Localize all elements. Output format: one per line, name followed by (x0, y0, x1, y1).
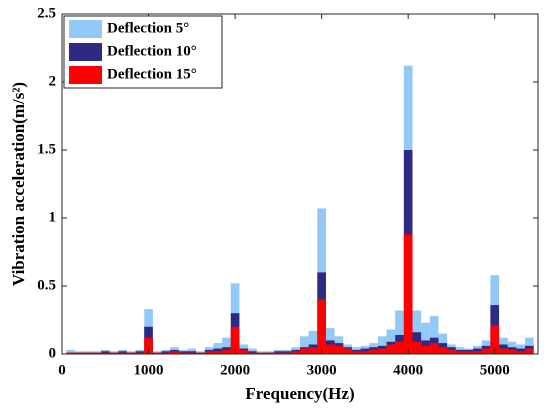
bar (213, 351, 223, 354)
bar (300, 336, 309, 354)
bar (66, 349, 75, 354)
y-tick-label: 2.5 (37, 5, 56, 21)
bar (395, 310, 404, 354)
bar (473, 351, 482, 354)
bar (481, 348, 491, 354)
bar (74, 352, 84, 354)
axes-box (61, 13, 539, 355)
bar (230, 326, 240, 354)
bar (274, 352, 283, 354)
bar (239, 349, 249, 354)
bar (317, 299, 326, 354)
bar (222, 349, 231, 354)
bar (429, 315, 439, 354)
legend-swatch (69, 66, 102, 84)
x-tick-label: 2000 (220, 362, 250, 378)
bar (248, 352, 257, 354)
legend-swatch (69, 43, 102, 61)
bar (395, 341, 404, 354)
bar (421, 345, 430, 354)
x-tick-label: 1000 (134, 362, 164, 378)
bar (170, 351, 179, 354)
bar (369, 349, 378, 354)
bar (334, 345, 344, 354)
bar (178, 352, 188, 354)
bar (412, 341, 422, 354)
legend-label: Deflection 5° (107, 20, 189, 36)
bar (118, 352, 127, 354)
bar (455, 351, 465, 354)
bar (438, 347, 448, 354)
bar (135, 352, 145, 354)
legend-swatch (69, 20, 102, 38)
y-tick-label: 0 (49, 345, 57, 361)
y-axis-label: Vibration acceleration(m/s²) (9, 82, 28, 286)
bar (351, 351, 361, 354)
y-tick-label: 1.5 (37, 141, 56, 157)
bar (403, 234, 413, 354)
bar (126, 352, 136, 354)
bar (377, 348, 387, 354)
bar (100, 352, 110, 354)
bar (291, 351, 300, 354)
bar (282, 352, 292, 354)
bar (490, 325, 500, 354)
y-tick-label: 2 (49, 73, 57, 89)
bar (83, 352, 93, 354)
bar (525, 348, 534, 354)
legend: Deflection 5° Deflection 10° Deflection 15… (63, 15, 223, 89)
bar (265, 352, 275, 354)
legend-label: Deflection 10° (107, 43, 197, 59)
bar (499, 348, 508, 354)
bar (196, 352, 205, 354)
x-tick-label: 4000 (393, 362, 423, 378)
bar (429, 343, 439, 354)
bar (360, 351, 370, 354)
bar (222, 337, 231, 354)
x-tick-label: 5000 (480, 362, 510, 378)
x-tick-label: 3000 (307, 362, 337, 378)
bar (187, 352, 197, 354)
bar (516, 351, 526, 354)
bar (152, 352, 162, 354)
x-axis-label: Frequency(Hz) (245, 384, 354, 403)
bar (421, 322, 430, 354)
bar (161, 352, 171, 354)
y-tick-label: 1 (49, 209, 57, 225)
bar (507, 349, 517, 354)
bar (325, 344, 335, 354)
bar (66, 352, 75, 354)
bar (343, 348, 352, 354)
bar (92, 352, 101, 354)
bar (308, 330, 318, 354)
x-tick-label: 0 (58, 362, 66, 378)
bar (308, 347, 318, 354)
bar (464, 351, 474, 354)
bar (204, 351, 214, 354)
bar (386, 344, 396, 354)
y-tick-label: 0.5 (37, 277, 56, 293)
bar (109, 352, 119, 354)
bar (256, 352, 266, 354)
bar (300, 348, 309, 354)
bar (377, 336, 387, 354)
bar (447, 349, 456, 354)
legend-label: Deflection 15° (107, 66, 197, 82)
bar (144, 337, 153, 354)
